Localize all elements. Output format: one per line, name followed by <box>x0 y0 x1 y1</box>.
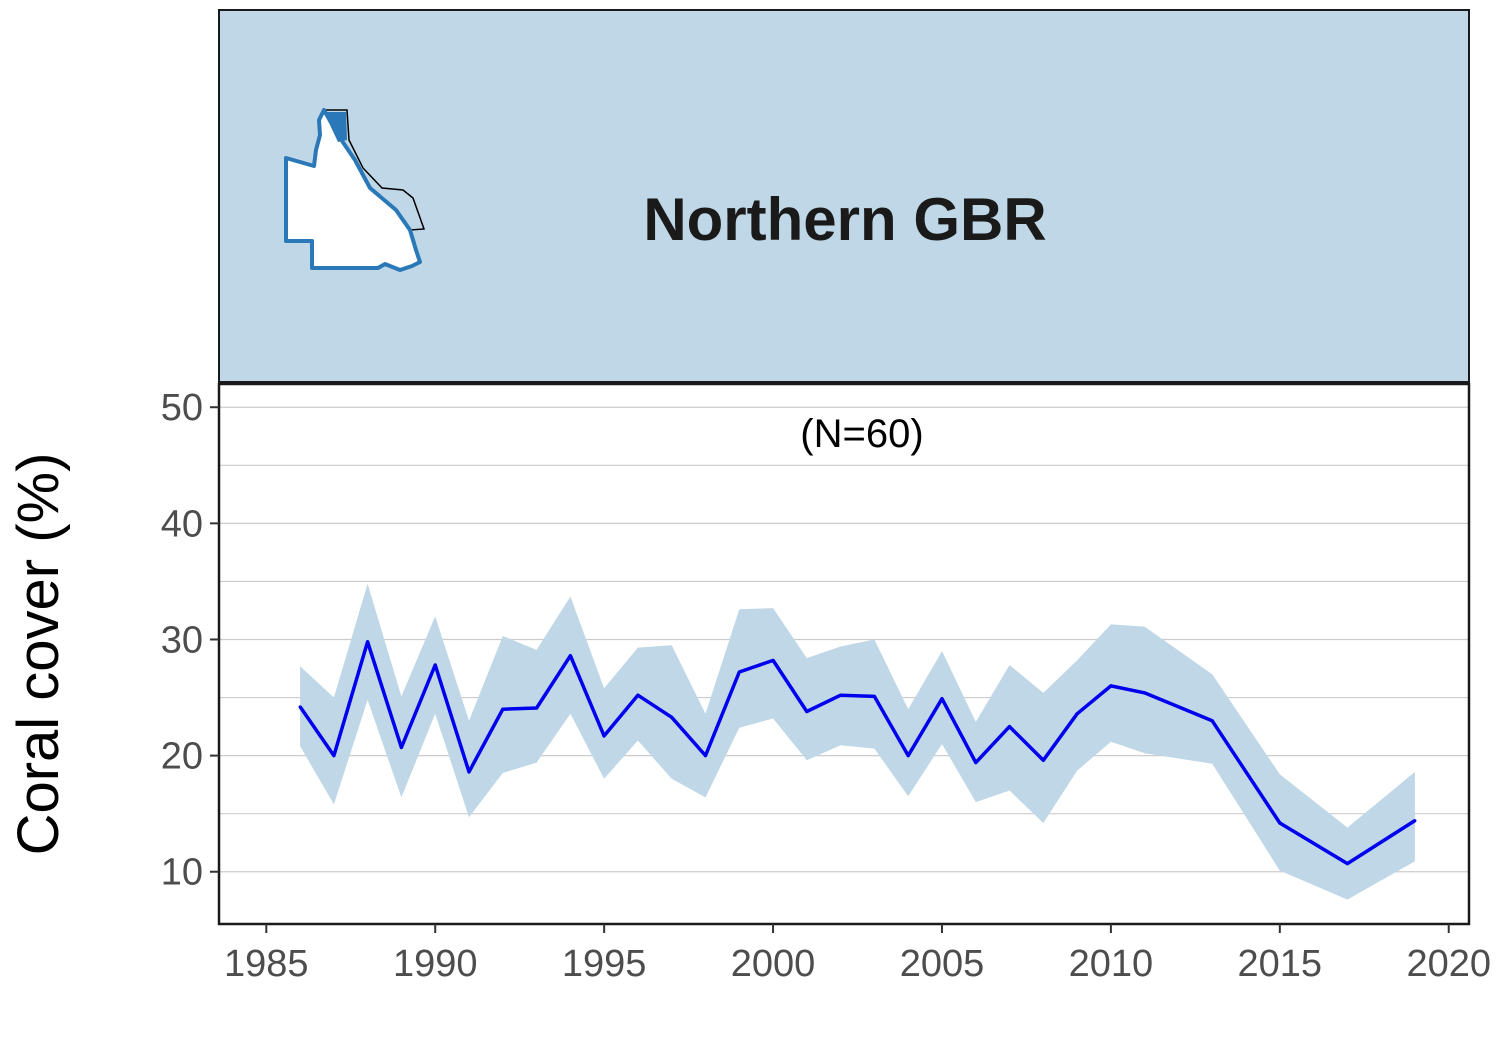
data-point <box>670 715 674 719</box>
x-tick-label: 1985 <box>224 943 309 985</box>
y-tick-label: 40 <box>161 503 203 545</box>
y-axis-label: Coral cover (%) <box>6 453 71 856</box>
data-point <box>1109 684 1113 688</box>
data-point <box>872 694 876 698</box>
sample-size-annotation: (N=60) <box>800 412 923 456</box>
x-tick-label: 1995 <box>562 943 647 985</box>
data-point <box>433 663 437 667</box>
data-point <box>568 654 572 658</box>
data-point <box>1210 719 1214 723</box>
data-point <box>906 754 910 758</box>
data-point <box>467 770 471 774</box>
queensland-map-icon <box>284 108 426 272</box>
coral-cover-line <box>298 640 1416 866</box>
data-point <box>1143 691 1147 695</box>
facet-strip <box>218 9 1470 383</box>
data-point <box>399 745 403 749</box>
data-point <box>1278 821 1282 825</box>
data-point <box>332 754 336 758</box>
data-point <box>974 761 978 765</box>
data-point <box>839 693 843 697</box>
data-point <box>1345 862 1349 866</box>
data-point <box>636 693 640 697</box>
x-tick-label: 2010 <box>1069 943 1154 985</box>
chart-title: Northern GBR <box>643 186 1046 253</box>
data-point <box>1075 712 1079 716</box>
x-tick-label: 2020 <box>1406 943 1491 985</box>
northern-region-highlight-icon <box>327 112 347 142</box>
data-points <box>298 640 1417 866</box>
data-point <box>602 734 606 738</box>
y-tick-label: 30 <box>161 619 203 661</box>
data-point <box>366 640 370 644</box>
data-point <box>771 658 775 662</box>
data-point <box>703 754 707 758</box>
x-axis: 1985 1990 1995 2000 2005 2010 2015 2020 <box>224 924 1491 985</box>
y-tick-label: 10 <box>161 852 203 894</box>
x-tick-label: 2005 <box>900 943 985 985</box>
data-point <box>535 706 539 710</box>
y-axis: 10 20 30 40 50 <box>161 387 219 894</box>
data-point <box>298 705 302 709</box>
panel-border <box>217 382 1471 926</box>
confidence-band <box>300 583 1415 900</box>
x-tick-label: 2015 <box>1238 943 1323 985</box>
data-point <box>1413 819 1417 823</box>
data-point <box>501 707 505 711</box>
data-point <box>940 697 944 701</box>
x-tick-label: 2000 <box>731 943 816 985</box>
y-tick-label: 50 <box>161 387 203 429</box>
y-tick-label: 20 <box>161 736 203 778</box>
data-point <box>805 709 809 713</box>
data-point <box>737 670 741 674</box>
data-point <box>1041 758 1045 762</box>
state-outline-icon <box>284 108 422 272</box>
x-tick-label: 1990 <box>393 943 478 985</box>
data-point <box>1008 725 1012 729</box>
